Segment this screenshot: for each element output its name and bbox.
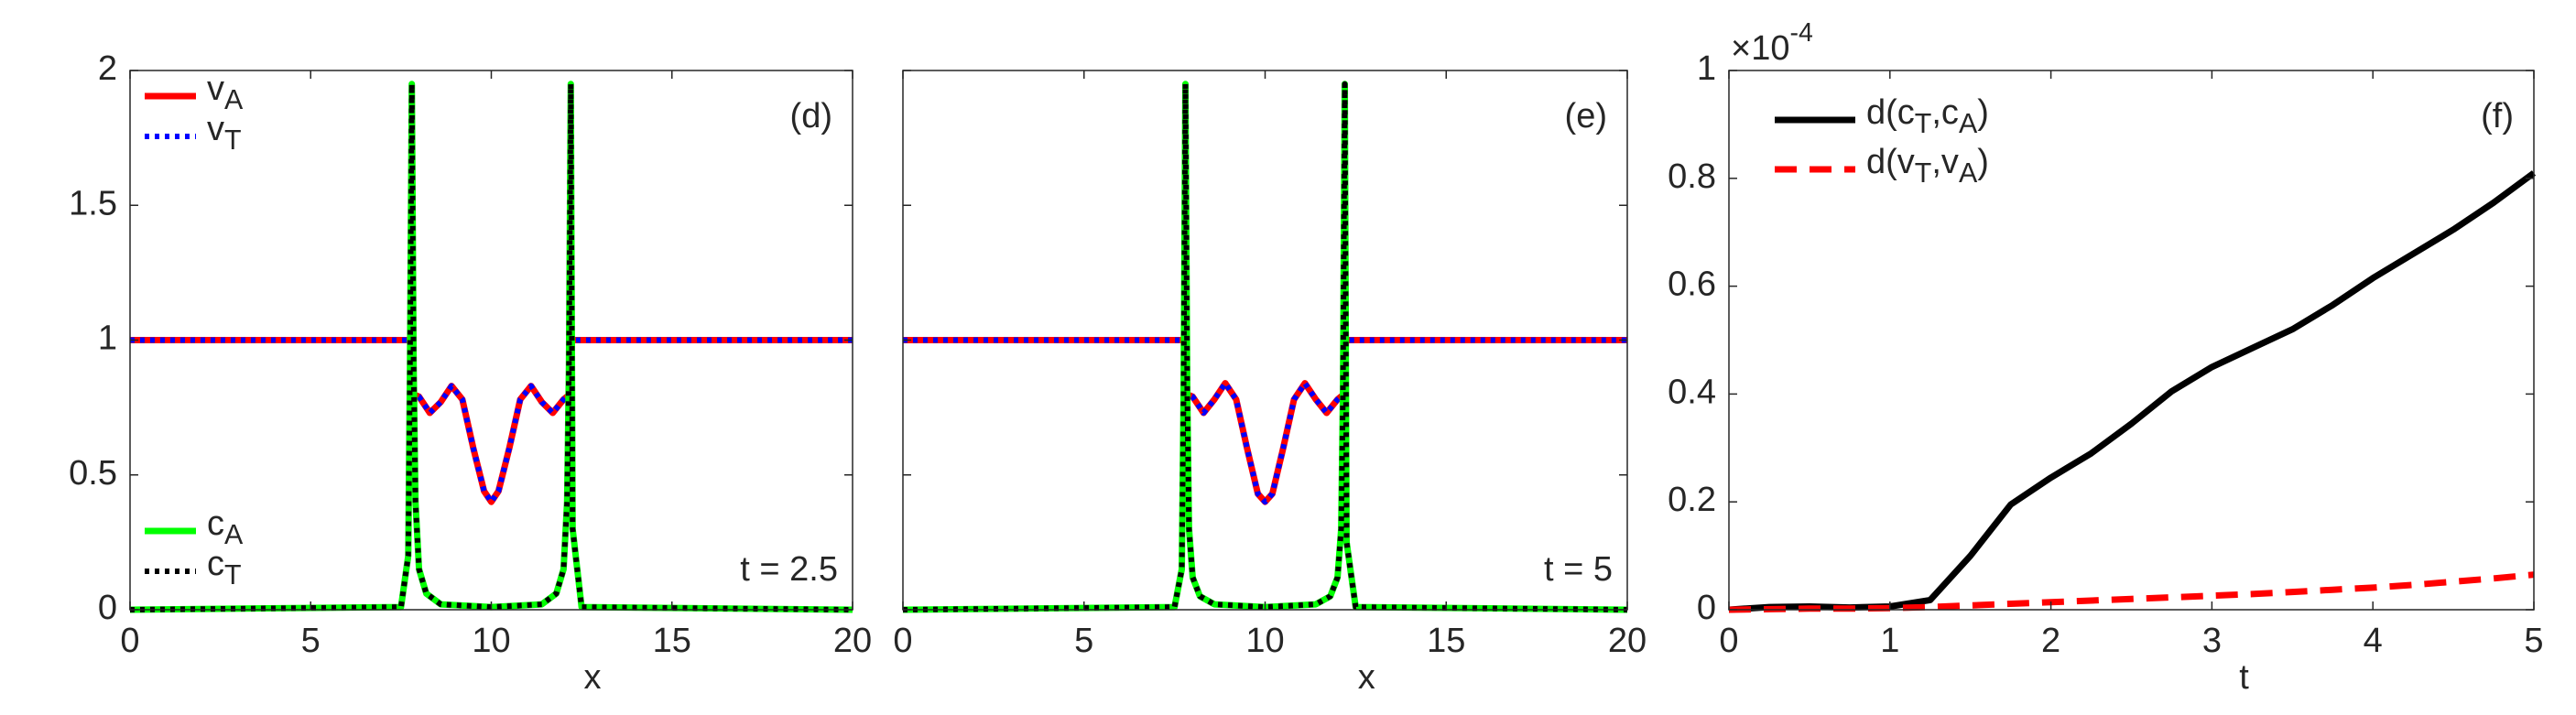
y-exponent: ×10-4 <box>1731 18 1813 69</box>
x-tick-label: 15 <box>653 622 691 660</box>
data-line <box>902 81 1628 612</box>
y-tick-label: 0.4 <box>1668 373 1716 411</box>
y-tick-label: 0.5 <box>69 454 117 493</box>
plot-background <box>1729 70 2534 610</box>
x-axis-label: t <box>2239 658 2249 697</box>
y-tick-label: 0.2 <box>1668 481 1716 519</box>
x-tick-label: 10 <box>472 622 510 660</box>
x-tick-label: 5 <box>2524 622 2543 660</box>
legend-label: d(vT​,vA​) <box>1866 143 1989 189</box>
y-tick-label: 0 <box>98 589 117 627</box>
y-tick-label: 2 <box>98 49 117 88</box>
x-tick-label: 4 <box>2364 622 2383 660</box>
x-tick-label: 5 <box>301 622 321 660</box>
data-line <box>1728 571 2535 613</box>
x-tick-label: 10 <box>1245 622 1284 660</box>
x-tick-label: 5 <box>1074 622 1093 660</box>
panel-label: (d) <box>790 97 832 135</box>
y-tick-label: 0.8 <box>1668 157 1716 196</box>
x-tick-label: 15 <box>1427 622 1465 660</box>
data-line <box>903 337 1627 505</box>
y-tick-label: 1.5 <box>69 184 117 222</box>
x-tick-label: 0 <box>120 622 139 660</box>
y-tick-label: 1 <box>98 320 117 358</box>
data-line <box>129 81 853 612</box>
x-tick-label: 20 <box>1608 622 1647 660</box>
x-tick-label: 3 <box>2202 622 2222 660</box>
data-line <box>130 337 853 505</box>
y-tick-label: 1 <box>1697 49 1716 88</box>
x-tick-label: 0 <box>1719 622 1738 660</box>
axis-box <box>1728 70 2535 611</box>
y-tick-label: 0 <box>1697 589 1716 627</box>
panel-label: (f) <box>2481 97 2514 135</box>
x-tick-label: 2 <box>2041 622 2060 660</box>
legend-label: cA​ <box>207 504 244 550</box>
x-axis-label: x <box>583 658 601 697</box>
annotation: t = 2.5 <box>740 550 838 589</box>
x-tick-label: 1 <box>1880 622 1899 660</box>
legend-label: vA​ <box>207 70 244 115</box>
x-axis-label: x <box>1358 658 1375 697</box>
x-tick-label: 20 <box>833 622 872 660</box>
data-line <box>1728 170 2537 613</box>
legend-label: cT​ <box>207 545 242 590</box>
legend-label: d(cT​,cA​) <box>1866 93 1989 139</box>
y-tick-label: 0.6 <box>1668 265 1716 304</box>
panel-label: (e) <box>1565 97 1607 135</box>
x-tick-label: 0 <box>893 622 912 660</box>
legend-label: vT​ <box>207 110 242 156</box>
annotation: t = 5 <box>1544 550 1613 589</box>
